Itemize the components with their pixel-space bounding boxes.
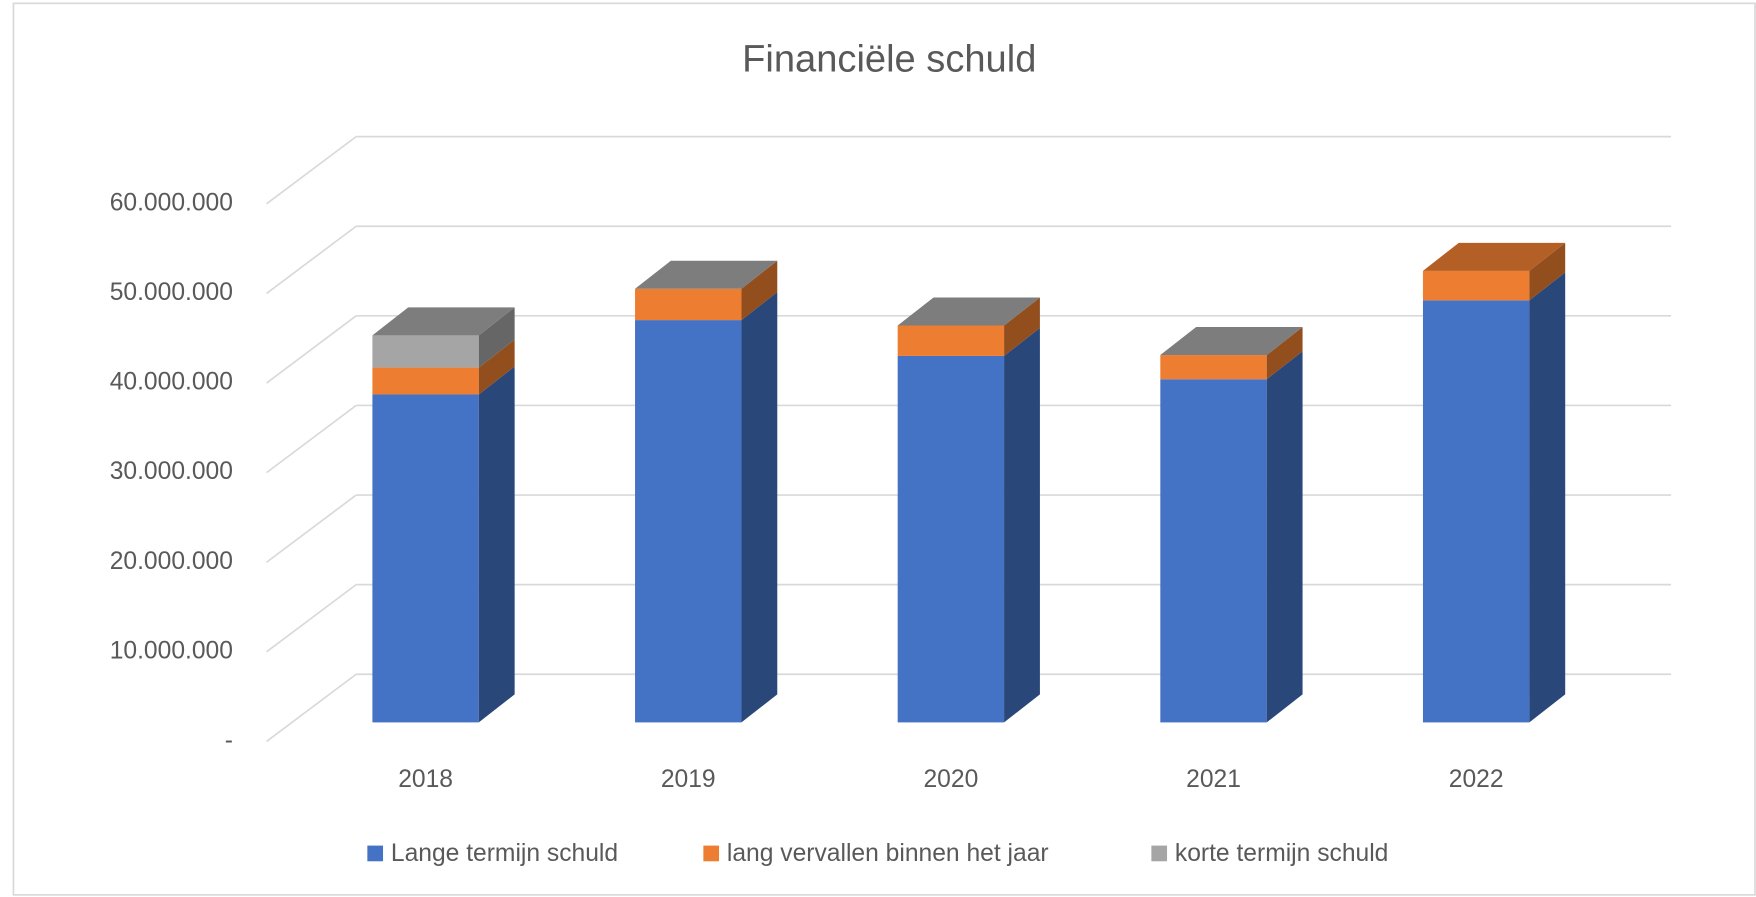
bar-side: [1529, 242, 1566, 301]
chart-area: Financiële schuld - 10.000.000 20.000.000 3…: [12, 2, 1756, 896]
y-tick-label: 20.000.000: [110, 548, 233, 575]
bar-front: [635, 288, 742, 321]
bar-side: [741, 260, 778, 321]
bar-top: [1422, 242, 1566, 271]
bar-top: [635, 260, 778, 289]
legend-swatch: [703, 845, 720, 862]
bar-side: [1529, 272, 1566, 723]
legend-label: korte termijn schuld: [1175, 840, 1389, 867]
bar-front: [1160, 379, 1267, 723]
y-tick-label: 40.000.000: [110, 369, 233, 396]
bar-side: [478, 307, 515, 368]
legend-swatch: [1151, 845, 1168, 862]
legend-label: Lange termijn schuld: [391, 840, 618, 867]
bar-top: [897, 297, 1040, 326]
grid-line: [266, 494, 357, 563]
bar-front: [635, 320, 742, 723]
grid-line: [266, 673, 357, 743]
bar-front: [1160, 355, 1267, 380]
bar-side: [1266, 351, 1303, 723]
bar-side: [478, 366, 515, 723]
legend-swatch: [367, 845, 384, 862]
grid-line: [266, 583, 357, 653]
bar-side: [1266, 327, 1303, 380]
bar-top: [372, 307, 515, 336]
x-tick-label: 2019: [661, 766, 716, 793]
y-tick-label: 30.000.000: [110, 458, 233, 485]
grid-line: [266, 135, 357, 205]
grid-line: [266, 315, 357, 384]
grid-line: [266, 225, 357, 295]
bar-side: [1004, 327, 1040, 723]
bar-front: [1422, 300, 1530, 723]
grid-line: [266, 404, 357, 474]
bar-front: [372, 394, 479, 723]
y-tick-label: 60.000.000: [110, 189, 233, 216]
bar-side: [741, 292, 778, 723]
x-tick-label: 2021: [1186, 766, 1241, 793]
x-tick-label: 2020: [923, 766, 978, 793]
y-tick-label: -: [225, 727, 233, 754]
y-tick-label: 10.000.000: [110, 637, 233, 664]
legend-label: lang vervallen binnen het jaar: [727, 840, 1049, 867]
bar-front: [372, 367, 479, 395]
x-tick-label: 2018: [398, 766, 453, 793]
bar-top: [1160, 327, 1303, 356]
y-tick-label: 50.000.000: [110, 279, 233, 306]
chart-title: Financiële schuld: [742, 39, 1036, 81]
bar-front: [897, 355, 1005, 723]
bar-side: [478, 339, 515, 395]
bar-front: [897, 325, 1005, 356]
bar-side: [1004, 297, 1040, 356]
bar-front: [1422, 270, 1530, 301]
x-tick-label: 2022: [1449, 766, 1504, 793]
bar-front: [372, 335, 479, 368]
